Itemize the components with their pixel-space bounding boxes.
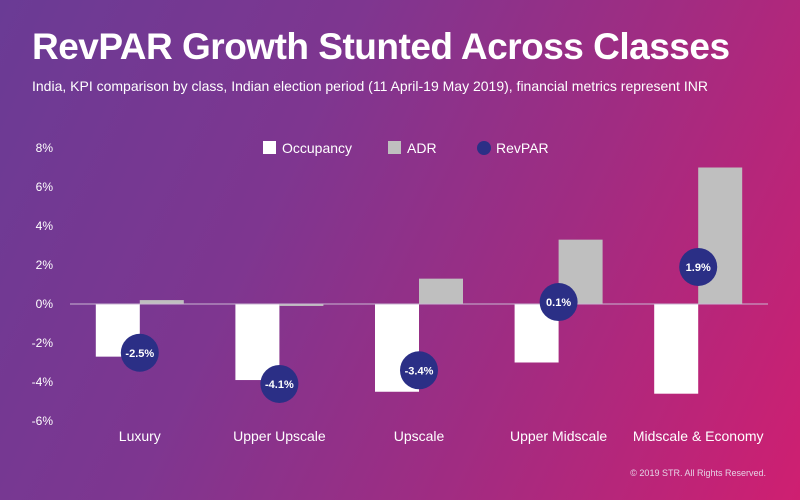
revpar-data-label: 1.9% (686, 262, 711, 274)
adr-bar (419, 278, 463, 304)
occupancy-bar (654, 304, 699, 394)
legend-occupancy-swatch (263, 141, 276, 154)
y-tick-label: -6% (32, 414, 54, 428)
y-tick-label: -4% (32, 375, 54, 389)
x-category-label: Midscale & Economy (633, 428, 764, 444)
adr-bar (139, 300, 184, 304)
y-tick-label: 8% (36, 141, 54, 155)
adr-bar (279, 304, 324, 306)
revpar-data-label: -3.4% (405, 365, 434, 377)
x-category-label: Upper Midscale (510, 428, 607, 444)
legend-adr-swatch (388, 141, 401, 154)
y-tick-label: 2% (36, 258, 54, 272)
revpar-marker (260, 364, 299, 403)
x-category-label: Upper Upscale (233, 428, 326, 444)
revpar-data-label: -2.5% (125, 348, 154, 360)
revpar-marker (120, 333, 159, 372)
legend-occupancy-label: Occupancy (282, 140, 352, 156)
legend-revpar-swatch (477, 141, 491, 155)
revpar-data-label: -4.1% (265, 379, 294, 391)
revpar-data-label: 0.1% (546, 297, 571, 309)
revpar-marker (539, 283, 578, 322)
legend-adr-label: ADR (407, 140, 437, 156)
chart-subtitle: India, KPI comparison by class, Indian e… (32, 78, 708, 94)
y-tick-label: -2% (32, 336, 54, 350)
y-tick-label: 4% (36, 219, 54, 233)
x-category-label: Upscale (394, 428, 445, 444)
y-tick-label: 6% (36, 180, 54, 194)
y-tick-label: 0% (36, 297, 54, 311)
revpar-marker (679, 247, 718, 286)
copyright-footer: © 2019 STR. All Rights Reserved. (630, 468, 766, 478)
legend-revpar-label: RevPAR (496, 140, 549, 156)
revpar-marker (400, 351, 438, 390)
x-category-label: Luxury (119, 428, 161, 444)
chart-title: RevPAR Growth Stunted Across Classes (32, 26, 730, 67)
